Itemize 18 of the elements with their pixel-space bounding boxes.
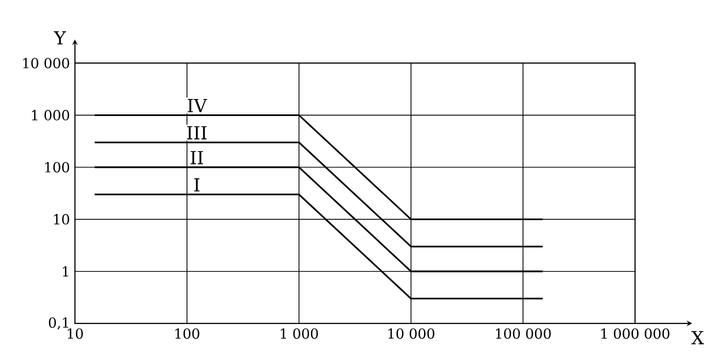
x-axis-title: X bbox=[691, 331, 704, 344]
y-axis-title: Y bbox=[54, 31, 66, 44]
y-tick-label: 0,1 bbox=[48, 317, 68, 330]
series-label: II bbox=[190, 151, 203, 164]
y-tick-label: 10 000 bbox=[23, 58, 70, 68]
x-tick-label: 1 000 000 bbox=[601, 328, 670, 339]
y-tick-label: 1 bbox=[62, 266, 68, 277]
series-label: III bbox=[187, 126, 207, 140]
x-tick-label: 1 000 bbox=[280, 328, 318, 339]
x-tick-label: 10 bbox=[68, 328, 83, 339]
x-tick-label: 10 000 bbox=[388, 328, 434, 339]
y-tick-label: 100 bbox=[45, 162, 70, 173]
series-label: I bbox=[194, 178, 200, 192]
y-tick-label: 10 bbox=[54, 214, 70, 225]
x-tick-label: 100 000 bbox=[496, 328, 551, 339]
series-label: IV bbox=[188, 99, 208, 112]
y-tick-label: 1 000 bbox=[32, 110, 70, 120]
x-tick-label: 100 bbox=[175, 328, 200, 339]
